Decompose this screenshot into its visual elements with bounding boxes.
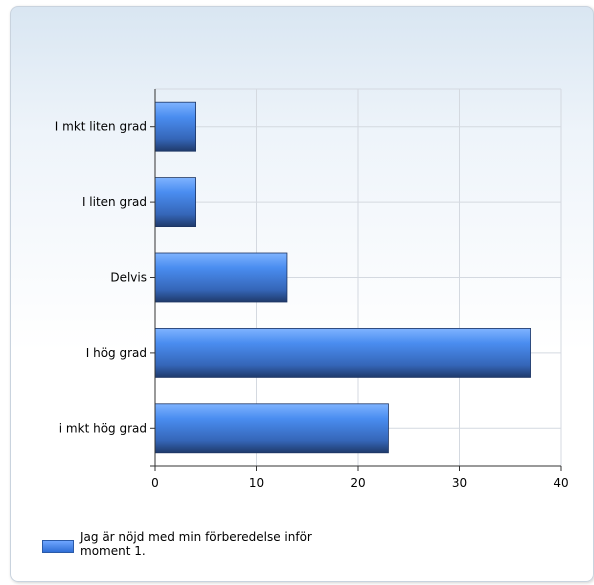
category-label-4: i mkt hög grad [59, 421, 147, 435]
bar-3 [154, 327, 531, 378]
bar-4 [154, 403, 389, 454]
bar-0 [154, 101, 196, 152]
labels-group: 0 10 20 30 40 I mkt liten grad I liten grad Del… [55, 120, 569, 490]
category-label-0: I mkt liten grad [55, 120, 147, 134]
category-label-1: I liten grad [82, 195, 147, 209]
x-tick-label-0: 0 [151, 476, 159, 490]
x-tick-label-2: 20 [350, 476, 365, 490]
bar-1 [154, 177, 196, 228]
legend-swatch [42, 540, 74, 553]
x-tick-label-4: 40 [553, 476, 568, 490]
axes-group [150, 89, 562, 471]
category-label-2: Delvis [110, 271, 147, 285]
legend-label: Jag är nöjd med min förberedelse inför m… [80, 530, 312, 558]
x-tick-label-1: 10 [249, 476, 264, 490]
chart-panel [10, 6, 594, 582]
legend: Jag är nöjd med min förberedelse inför m… [42, 530, 320, 558]
bars-group [154, 101, 531, 454]
x-tick-label-3: 30 [452, 476, 467, 490]
category-label-3: I hög grad [86, 346, 147, 360]
bar-2 [154, 252, 288, 303]
